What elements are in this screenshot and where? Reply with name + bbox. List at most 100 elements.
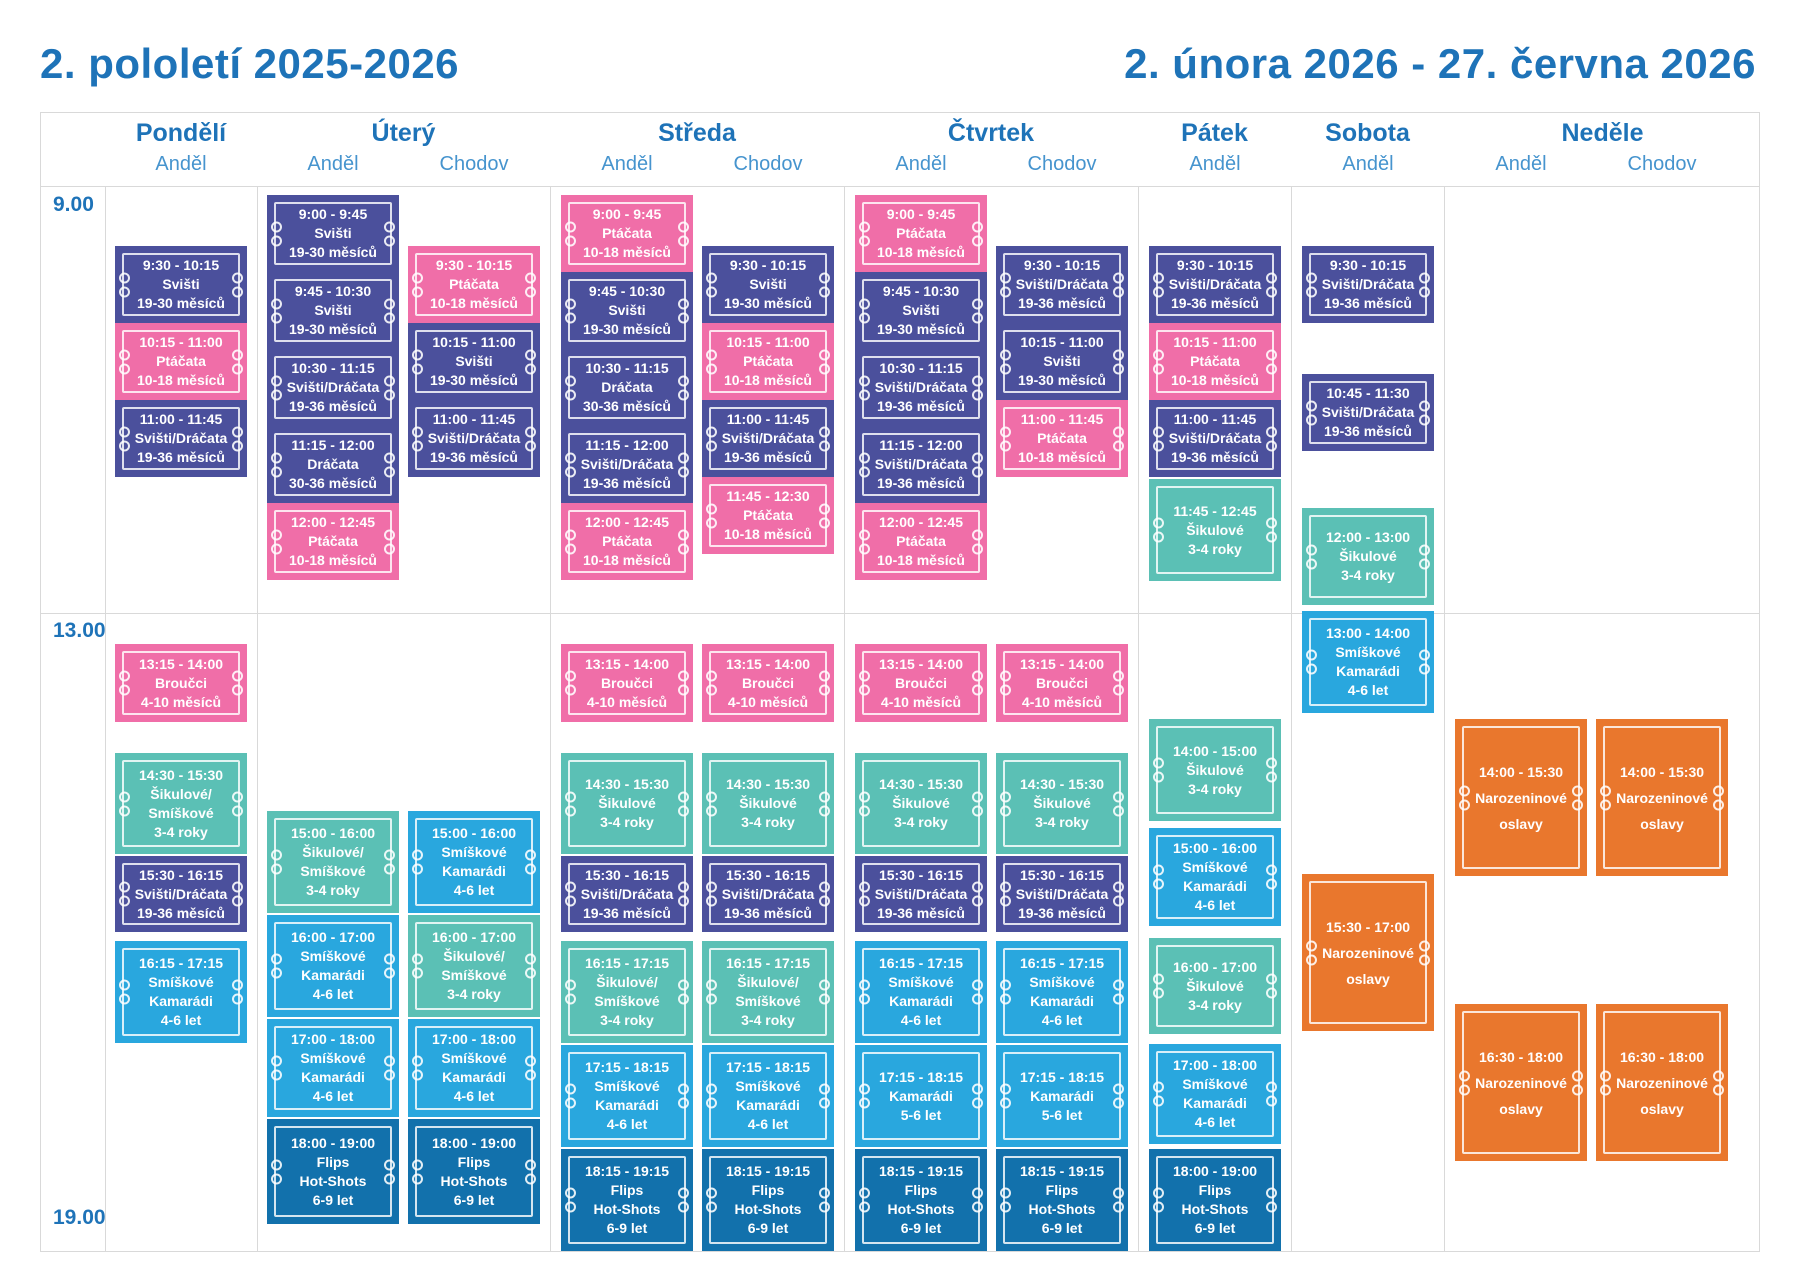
snap-dots (972, 791, 983, 816)
snap-dot-icon (412, 426, 423, 437)
snap-dot-icon (525, 1159, 536, 1170)
snap-dot-icon (565, 979, 576, 991)
snap-dots (1113, 881, 1124, 907)
block-text: 15:30 - 16:15 Svišti/Dráčata 19-36 měsíc… (874, 866, 968, 921)
snap-dot-icon (819, 979, 830, 991)
snap-dot-icon (1113, 979, 1124, 991)
snap-dots (119, 349, 130, 374)
snap-dot-icon (1419, 558, 1430, 569)
snap-dots (1419, 400, 1430, 425)
block-text: 16:00 - 17:00 Smíškové Kamarádi 4-6 let (290, 929, 376, 1002)
snap-dot-icon (859, 1187, 870, 1199)
block-text: 13:15 - 14:00 Broučci 4-10 měsíců (138, 655, 224, 710)
block-text: 14:30 - 15:30 Šikulové 3-4 roky (584, 776, 670, 830)
block-text: 13:15 - 14:00 Broučci 4-10 měsíců (725, 655, 811, 710)
snap-dots (859, 375, 870, 400)
class-block: 16:00 - 17:00 Smíškové Kamarádi 4-6 let (267, 915, 399, 1017)
snap-dot-icon (859, 805, 870, 816)
column-separator-line (105, 186, 106, 1251)
snap-dots (1153, 1187, 1164, 1213)
snap-dot-icon (859, 684, 870, 696)
block-text: 9:00 - 9:45 Ptáčata 10-18 měsíců (877, 206, 965, 260)
snap-dot-icon (972, 221, 983, 232)
snap-dot-icon (119, 684, 130, 696)
class-block: 10:30 - 11:15 Svišti/Dráčata 19-36 měsíc… (855, 349, 987, 426)
snap-dot-icon (1419, 663, 1430, 675)
class-block: 14:30 - 15:30 Šikulové 3-4 roky (561, 753, 693, 854)
snap-dot-icon (384, 1055, 395, 1067)
column-separator-line (1444, 186, 1445, 1251)
snap-dot-icon (972, 543, 983, 554)
snap-dot-icon (678, 543, 689, 554)
snap-dot-icon (1153, 864, 1164, 876)
class-block: 11:00 - 11:45 Svišti/Dráčata 19-36 měsíc… (1149, 400, 1281, 477)
block-text: 18:15 - 19:15 Flips Hot-Shots 6-9 let (725, 1163, 811, 1236)
snap-dots (232, 979, 243, 1005)
snap-dot-icon (1572, 1084, 1583, 1095)
class-block: 15:00 - 16:00 Smíškové Kamarádi 4-6 let (1149, 828, 1281, 926)
snap-dot-icon (384, 375, 395, 386)
snap-dots (1000, 881, 1011, 907)
snap-dot-icon (232, 881, 243, 893)
class-block: 10:15 - 11:00 Ptáčata 10-18 měsíců (702, 323, 834, 400)
snap-dot-icon (706, 979, 717, 991)
snap-dot-icon (972, 805, 983, 816)
snap-dot-icon (1266, 1201, 1277, 1213)
snap-dot-icon (1306, 544, 1317, 555)
class-block: 9:45 - 10:30 Svišti 19-30 měsíců (267, 272, 399, 349)
snap-dot-icon (232, 670, 243, 682)
column-separator-line (844, 186, 845, 1251)
snap-dot-icon (1113, 363, 1124, 374)
snap-dots (1000, 272, 1011, 297)
snap-dot-icon (271, 529, 282, 540)
snap-dots (232, 426, 243, 451)
snap-dot-icon (271, 235, 282, 246)
snap-dot-icon (1000, 272, 1011, 283)
snap-dot-icon (678, 979, 689, 991)
block-text: 13:15 - 14:00 Broučci 4-10 měsíců (878, 655, 964, 710)
location-header: Chodov (1627, 153, 1697, 175)
snap-dot-icon (1306, 400, 1317, 411)
snap-dot-icon (1113, 791, 1124, 802)
snap-dots (1113, 979, 1124, 1005)
class-block: 10:45 - 11:30 Svišti/Dráčata 19-36 měsíc… (1302, 374, 1434, 451)
snap-dots (678, 221, 689, 246)
snap-dot-icon (1113, 805, 1124, 816)
snap-dot-icon (859, 466, 870, 477)
snap-dots (1713, 785, 1724, 810)
snap-dot-icon (525, 953, 536, 965)
day-header: Sobota (1325, 119, 1410, 147)
snap-dots (706, 791, 717, 816)
snap-dot-icon (1113, 1187, 1124, 1199)
snap-dot-icon (271, 221, 282, 232)
snap-dot-icon (565, 684, 576, 696)
snap-dot-icon (1000, 670, 1011, 682)
class-block: 13:15 - 14:00 Broučci 4-10 měsíců (115, 644, 247, 722)
snap-dot-icon (412, 272, 423, 283)
snap-dots (859, 452, 870, 477)
snap-dots (819, 979, 830, 1005)
snap-dots (1419, 940, 1430, 965)
snap-dot-icon (678, 670, 689, 682)
snap-dots (232, 881, 243, 907)
snap-dots (972, 529, 983, 554)
snap-dots (412, 1055, 423, 1081)
snap-dots (1572, 1070, 1583, 1095)
snap-dots (1459, 785, 1470, 810)
snap-dot-icon (232, 979, 243, 991)
snap-dot-icon (1153, 1081, 1164, 1093)
snap-dot-icon (525, 440, 536, 451)
snap-dot-icon (384, 221, 395, 232)
snap-dot-icon (859, 791, 870, 802)
snap-dot-icon (972, 375, 983, 386)
day-header: Středa (658, 119, 736, 147)
snap-dot-icon (119, 881, 130, 893)
snap-dot-icon (1153, 757, 1164, 769)
snap-dot-icon (565, 1097, 576, 1109)
snap-dot-icon (819, 517, 830, 528)
block-text: 16:15 - 17:15 Šikulové/ Smíškové 3-4 rok… (725, 955, 811, 1028)
snap-dots (565, 1187, 576, 1213)
block-text: 10:15 - 11:00 Ptáčata 10-18 měsíců (724, 334, 812, 388)
snap-dot-icon (1419, 400, 1430, 411)
